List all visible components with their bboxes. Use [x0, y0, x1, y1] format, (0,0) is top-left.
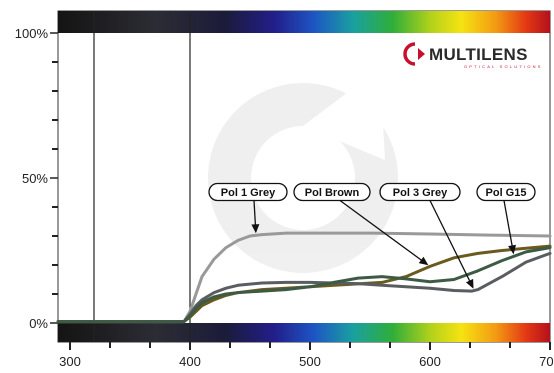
x-tick-label: 600	[419, 354, 441, 369]
annotation-label: Pol 3 Grey	[393, 187, 448, 199]
annotation-arrow-line	[503, 200, 514, 249]
annotation-arrow-line	[429, 200, 472, 284]
y-tick-label: 50%	[22, 171, 48, 186]
annotation-arrow-line	[339, 199, 424, 263]
y-tick-label: 100%	[15, 26, 49, 41]
spectrum-bar-bottom	[58, 323, 550, 342]
annotation-label: Pol G15	[486, 187, 527, 199]
brand-tagline: OPTICAL SOLUTIONS	[464, 64, 543, 69]
annotation-arrow-line	[253, 200, 257, 228]
axes: 300 400 500 600 700 0% 50% 100%	[15, 26, 554, 369]
annotation-pill	[379, 182, 461, 202]
series-group	[56, 231, 552, 324]
x-tick-label: 400	[179, 354, 201, 369]
multilens-mark-icon	[403, 42, 425, 66]
brand-logo: MULTILENS OPTICAL SOLUTIONS	[403, 42, 543, 69]
spectrum-bar-top	[58, 11, 550, 33]
series-line-2	[56, 251, 552, 324]
annotation-pill	[208, 182, 288, 202]
annotation-arrowhead	[508, 244, 516, 255]
series-line-0	[56, 231, 552, 324]
annotation-pill	[293, 182, 371, 202]
annotations: Pol 1 Grey Pol Brown Pol 3 Grey Pol G15	[208, 182, 536, 289]
series-line-3	[56, 246, 552, 324]
x-tick-label: 700	[539, 354, 554, 369]
x-tick-label: 300	[59, 354, 81, 369]
brand-name: MULTILENS	[429, 45, 528, 64]
annotation-pill	[476, 182, 536, 202]
y-tick-label: 0%	[29, 316, 48, 331]
annotation-label: Pol Brown	[305, 187, 360, 199]
vertical-reference-lines	[93, 11, 191, 342]
annotation-arrowhead	[418, 256, 429, 266]
annotation-arrowhead	[251, 224, 260, 234]
annotation-label: Pol 1 Grey	[221, 187, 276, 199]
x-tick-label: 500	[299, 354, 321, 369]
annotation-arrowhead	[465, 278, 474, 289]
